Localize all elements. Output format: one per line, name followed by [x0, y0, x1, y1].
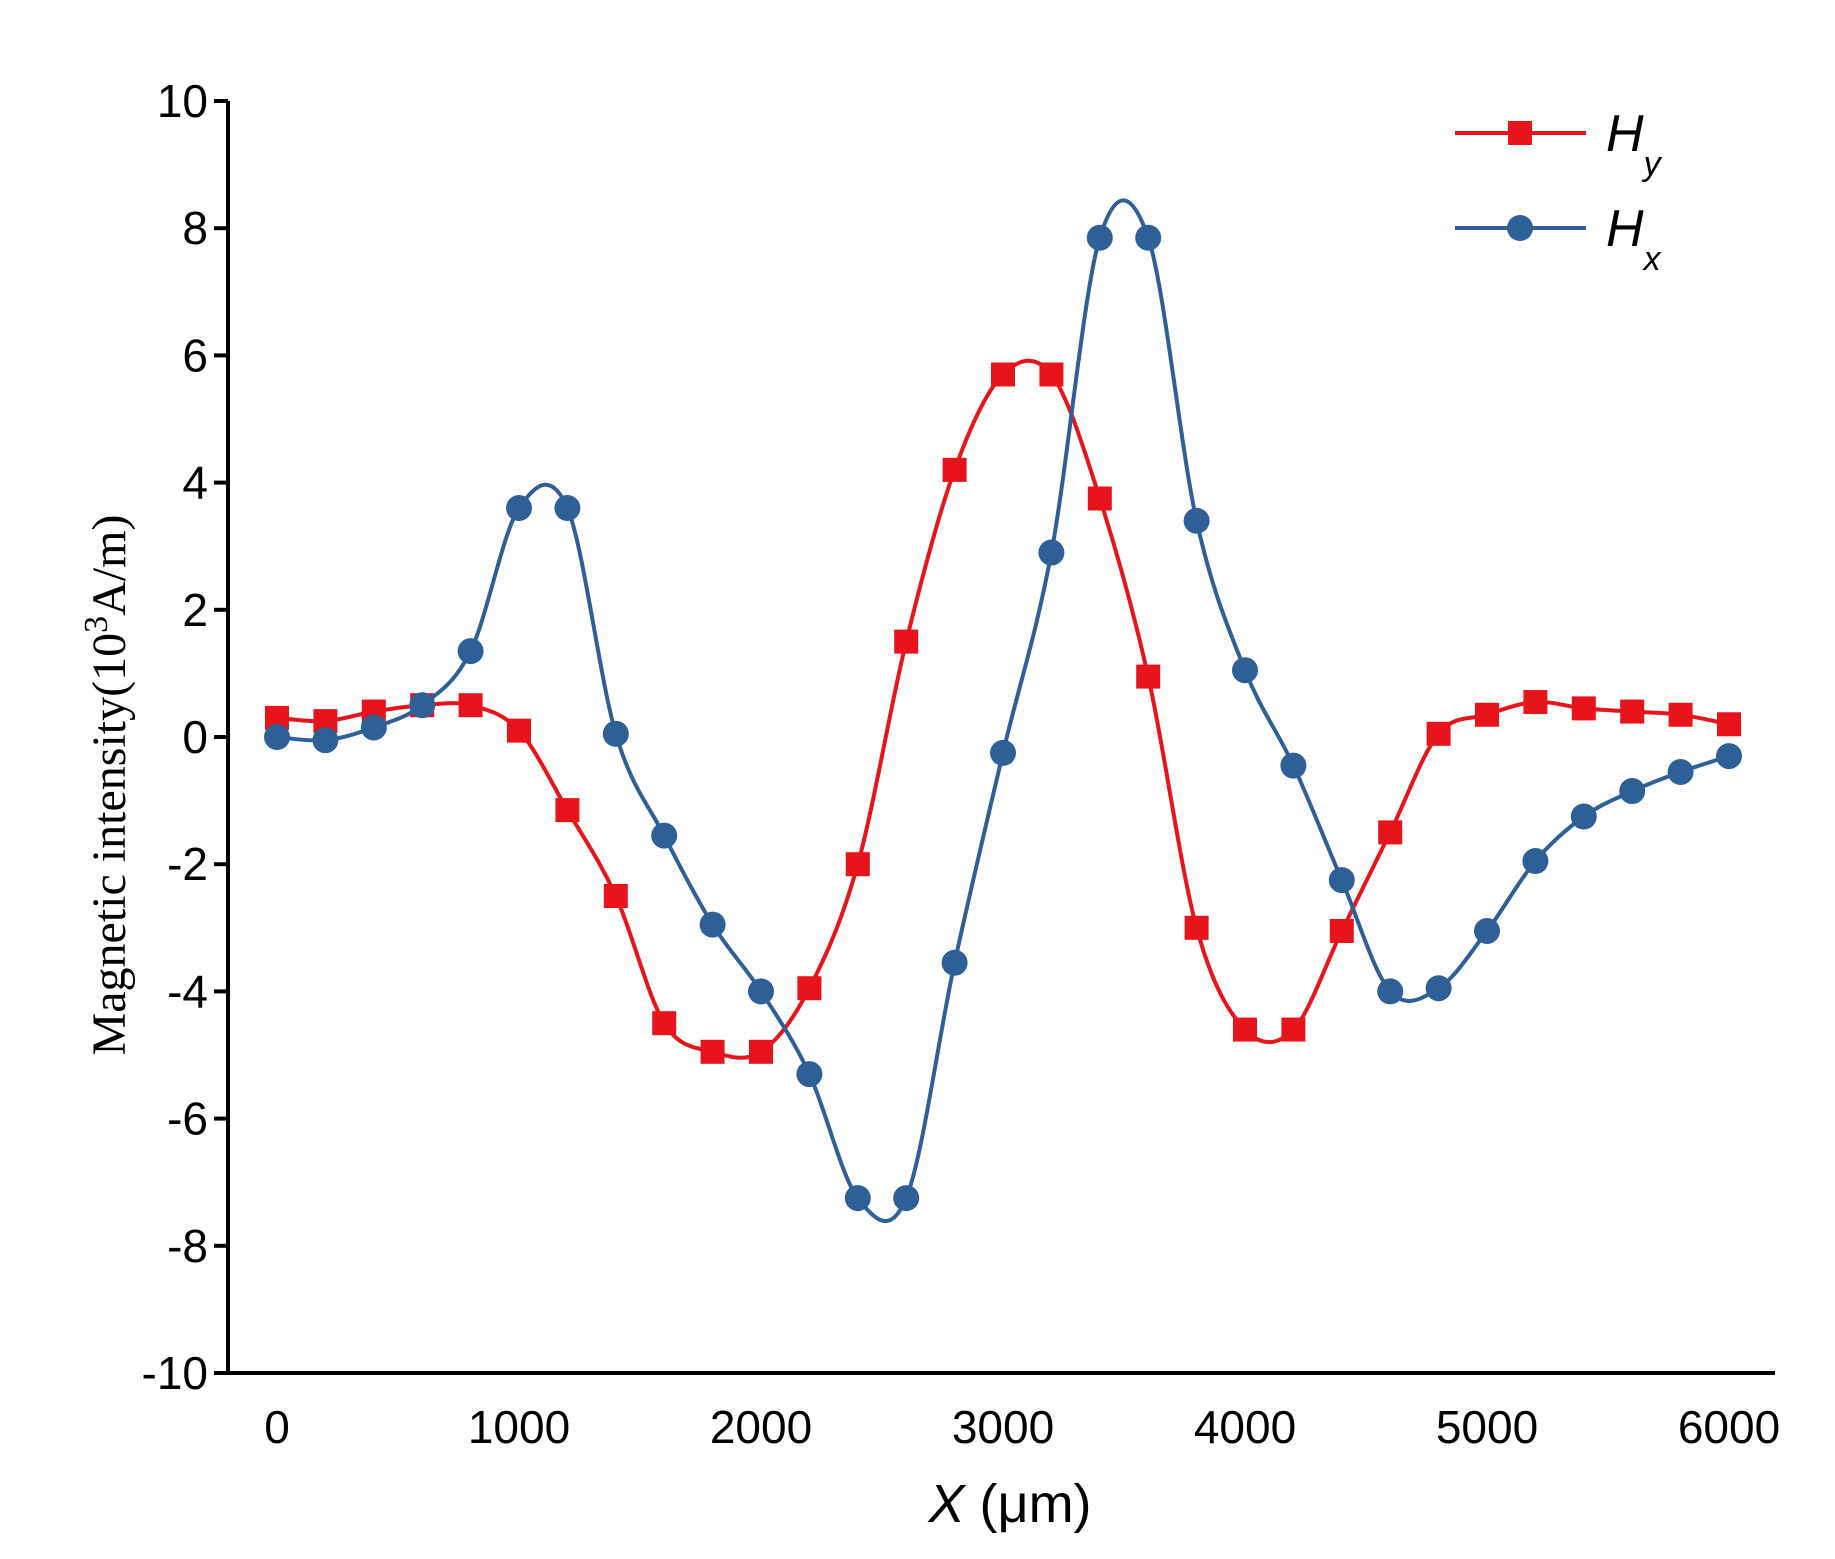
series-hy-point	[797, 976, 822, 1001]
y-tick-label: -6	[167, 1093, 208, 1145]
series-hx-point	[1038, 539, 1065, 566]
series-hx-point	[457, 638, 484, 665]
series-hy-point	[1184, 915, 1209, 940]
axes	[226, 101, 1775, 1375]
x-tick-label: 6000	[1678, 1401, 1780, 1453]
legend-item-hy: Hy	[1455, 105, 1663, 183]
series-hx-point	[1328, 867, 1355, 894]
x-axis-label: X (μm)	[926, 1474, 1091, 1534]
series-hx-point	[1183, 507, 1210, 534]
legend-label-hx: Hx	[1606, 200, 1662, 278]
series-hy-point	[1281, 1017, 1306, 1042]
series-hx-point	[1086, 224, 1113, 251]
legend-marker-hy	[1508, 121, 1532, 145]
series-hy-point	[1233, 1017, 1257, 1042]
y-tick-label: -2	[167, 838, 208, 890]
series-hx-point	[748, 978, 774, 1005]
series-hx-point	[1425, 975, 1452, 1002]
x-tick-labels: 0 1000 2000 3000 4000 5000 6000	[264, 1401, 1780, 1453]
y-tick-label: -8	[167, 1220, 208, 1272]
series-hy-point	[1087, 486, 1112, 511]
series-hy-point	[1475, 702, 1499, 727]
series-hy-point	[1426, 721, 1451, 746]
y-axis-label: Magnetic intensity(103A/m)	[78, 515, 136, 1056]
series-hx-point	[602, 720, 629, 747]
series-hy-point	[1039, 362, 1064, 387]
x-tick-label: 0	[264, 1401, 290, 1453]
series-hy-point	[555, 798, 580, 823]
series-hx-point	[1570, 803, 1597, 830]
series-hy-point	[1620, 699, 1645, 724]
series-hy-point	[1668, 702, 1693, 727]
x-tick-label: 5000	[1436, 1401, 1538, 1453]
series-hx-point	[1280, 752, 1307, 779]
series-hx-point	[893, 1185, 920, 1212]
series-hx-line	[276, 198, 1730, 1223]
series-hy-point	[991, 362, 1015, 387]
legend-marker-hx	[1507, 215, 1533, 241]
series-hy-point	[942, 457, 967, 482]
y-tick-label: 8	[182, 202, 208, 254]
x-tick-label: 1000	[468, 1401, 570, 1453]
series-hx-point	[1474, 917, 1500, 944]
legend-label-hy: Hy	[1606, 105, 1663, 183]
series-hy-point	[507, 718, 531, 743]
series-hy-point	[1136, 664, 1161, 689]
x-tick-label: 2000	[710, 1401, 812, 1453]
legend-item-hx: Hx	[1455, 200, 1662, 278]
y-tick-label: 4	[182, 457, 208, 509]
series-hx-point	[554, 495, 581, 522]
series-hy-point	[845, 852, 870, 877]
x-tick-label: 3000	[952, 1401, 1054, 1453]
series-hy-point	[1717, 712, 1741, 737]
series-hx-point	[506, 495, 532, 522]
series-hy-point	[700, 1039, 725, 1064]
series-hx-point	[1667, 758, 1694, 785]
series-hx-point	[651, 822, 678, 849]
y-tick-label: -10	[142, 1347, 208, 1399]
series-hy-point	[458, 693, 483, 718]
series-hy-point	[894, 629, 919, 654]
series-hx-point	[1377, 978, 1404, 1005]
series-hx-point	[1135, 224, 1162, 251]
series-hy-line	[276, 358, 1730, 1060]
series-hy	[265, 358, 1741, 1064]
y-tick-label: 6	[182, 329, 208, 381]
series-hy-point	[1329, 918, 1354, 943]
series-hx-point	[1716, 743, 1742, 770]
series-hx-point	[699, 911, 726, 938]
x-tick-label: 4000	[1194, 1401, 1296, 1453]
series-hx-point	[312, 727, 339, 754]
y-tick-label: 10	[157, 75, 208, 127]
y-tick-labels: -10 -8 -6 -4 -2 0 2 4 6 8 10	[142, 75, 228, 1399]
y-tick-label: 0	[182, 711, 208, 763]
y-tick-label: -4	[167, 965, 208, 1017]
series-hy-point	[1523, 690, 1548, 715]
series-hx-point	[941, 949, 968, 976]
series-hx-point	[1522, 848, 1549, 875]
series-hy-point	[1571, 696, 1596, 721]
series-hy-point	[1378, 820, 1403, 845]
series-hy-point	[652, 1011, 677, 1036]
legend: Hy Hx	[1455, 105, 1663, 278]
series-hx-point	[409, 692, 436, 719]
series-hy-point	[749, 1039, 773, 1064]
series-hx-point	[990, 739, 1016, 766]
series-layer	[264, 198, 1742, 1223]
series-hx	[264, 198, 1742, 1223]
series-hx-point	[264, 724, 290, 750]
series-hx-point	[1619, 778, 1646, 805]
y-tick-label: 2	[182, 584, 208, 636]
series-hx-point	[796, 1061, 823, 1088]
series-hy-point	[603, 884, 628, 908]
series-hx-point	[844, 1185, 871, 1212]
series-hx-point	[1232, 657, 1258, 684]
series-hx-point	[360, 714, 387, 741]
